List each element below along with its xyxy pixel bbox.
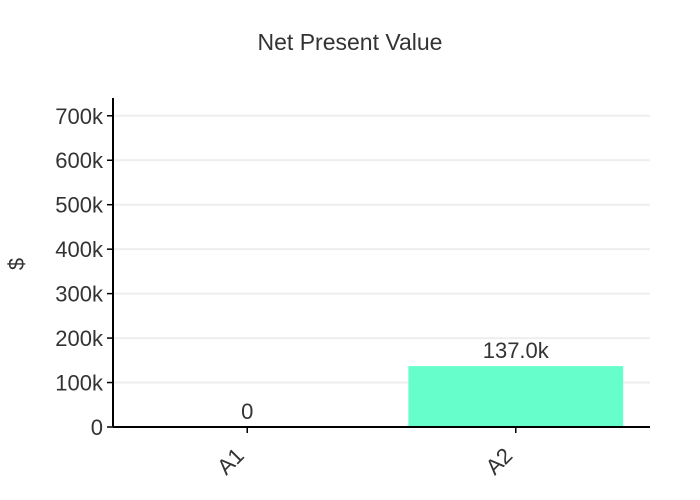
- y-tick-label: 0: [91, 415, 103, 440]
- bar-layer: [408, 366, 624, 427]
- data-label-a1: 0: [241, 399, 253, 424]
- chart-title: Net Present Value: [258, 29, 443, 55]
- label-layer: 0 100k 200k 300k 400k 500k 600k 700k 0 A1 137.0k A2: [55, 104, 549, 480]
- axis-layer: [107, 98, 650, 433]
- x-tick-label-a1: A1: [212, 443, 249, 480]
- y-axis-label: $: [4, 258, 29, 270]
- y-tick-label: 200k: [55, 326, 104, 351]
- y-tick-label: 400k: [55, 237, 104, 262]
- y-tick-label: 500k: [55, 193, 104, 218]
- bar-a2[interactable]: [408, 366, 624, 427]
- y-tick-label: 100k: [55, 371, 104, 396]
- y-tick-label: 300k: [55, 282, 104, 307]
- y-tick-label: 600k: [55, 148, 104, 173]
- x-tick-label-a2: A2: [481, 443, 518, 480]
- y-tick-label: 700k: [55, 104, 104, 129]
- data-label-a2: 137.0k: [483, 338, 550, 363]
- grid-layer: [113, 114, 650, 384]
